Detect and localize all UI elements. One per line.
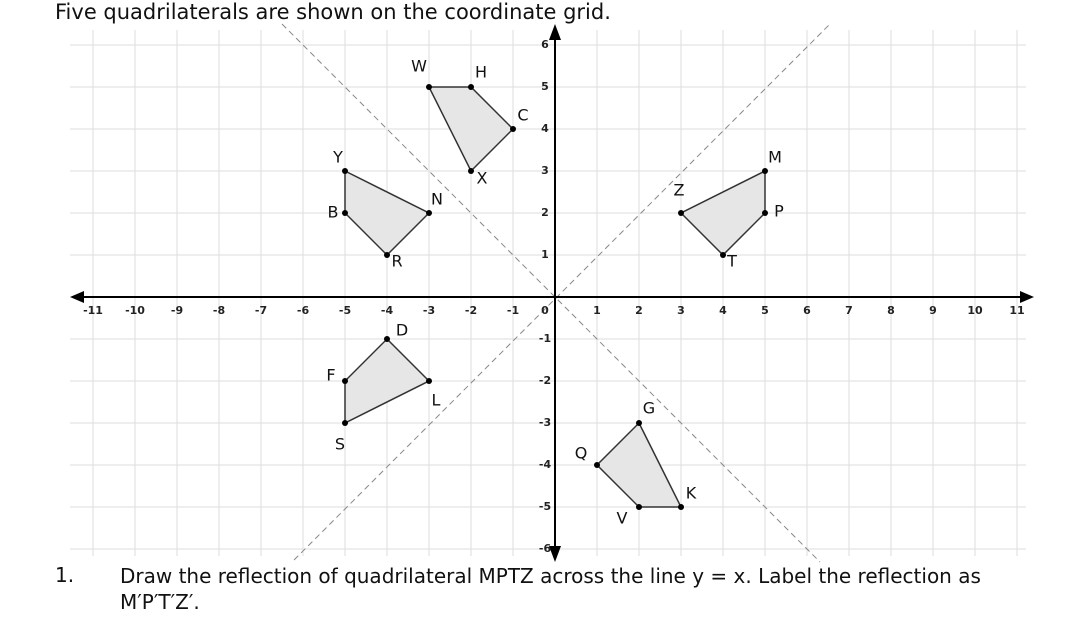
y-tick-label: -5 xyxy=(539,500,551,513)
vertex xyxy=(636,504,642,510)
vertex xyxy=(678,504,684,510)
vertex xyxy=(342,168,348,174)
x-tick-label: 6 xyxy=(803,304,811,317)
line-y-neg-x xyxy=(281,23,821,563)
x-tick-label: -10 xyxy=(125,304,145,317)
vertex xyxy=(384,336,390,342)
vertex xyxy=(594,462,600,468)
y-tick-label: 6 xyxy=(541,38,549,51)
x-tick-label: 3 xyxy=(677,304,685,317)
vertex xyxy=(678,210,684,216)
x-tick-label: 5 xyxy=(761,304,769,317)
arrow xyxy=(549,24,561,40)
title: Five quadrilaterals are shown on the coo… xyxy=(55,0,611,24)
vertex-label: M xyxy=(768,148,782,167)
vertex xyxy=(342,420,348,426)
vertex-label: Z xyxy=(674,181,685,200)
question-number: 1. xyxy=(55,563,75,587)
vertex-label: Y xyxy=(332,148,343,167)
vertex-label: H xyxy=(475,63,487,82)
arrow xyxy=(70,291,84,303)
vertex xyxy=(468,168,474,174)
x-tick-label: 11 xyxy=(1009,304,1024,317)
x-tick-label: -4 xyxy=(381,304,394,317)
vertex xyxy=(762,210,768,216)
vertex-label: W xyxy=(411,57,427,76)
vertex xyxy=(636,420,642,426)
vertex-label: S xyxy=(335,435,345,454)
y-tick-label: -1 xyxy=(539,332,551,345)
y-tick-label: 5 xyxy=(541,80,549,93)
vertex xyxy=(426,378,432,384)
vertex xyxy=(720,252,726,258)
vertex-label: Q xyxy=(575,444,588,463)
vertex-label: X xyxy=(477,169,488,188)
vertex-label: C xyxy=(517,106,528,125)
x-tick-label: -1 xyxy=(507,304,519,317)
y-tick-label: -6 xyxy=(539,542,552,555)
x-tick-label: 0 xyxy=(541,304,549,317)
vertex-label: B xyxy=(328,203,339,222)
y-tick-label: -2 xyxy=(539,374,551,387)
x-tick-label: -8 xyxy=(213,304,225,317)
x-tick-label: 8 xyxy=(887,304,895,317)
x-tick-label: -7 xyxy=(255,304,267,317)
x-tick-label: -2 xyxy=(465,304,477,317)
y-tick-label: -4 xyxy=(539,458,552,471)
vertex xyxy=(342,210,348,216)
y-tick-label: 2 xyxy=(541,206,549,219)
line-y-x xyxy=(293,23,831,561)
y-tick-label: 4 xyxy=(541,122,549,135)
vertex-label: R xyxy=(391,252,402,271)
vertex xyxy=(510,126,516,132)
vertex xyxy=(426,84,432,90)
vertex-label: V xyxy=(617,509,628,528)
x-tick-label: 4 xyxy=(719,304,727,317)
x-tick-label: -3 xyxy=(423,304,435,317)
vertex-label: L xyxy=(432,391,441,410)
x-tick-label: -5 xyxy=(339,304,351,317)
arrow xyxy=(1020,291,1034,303)
vertex-label: D xyxy=(396,321,408,340)
vertex xyxy=(426,210,432,216)
question-text: Draw the reflection of quadrilateral MPT… xyxy=(120,564,981,614)
vertex-label: N xyxy=(431,190,443,209)
x-tick-label: -9 xyxy=(171,304,183,317)
x-tick-label: -11 xyxy=(83,304,103,317)
x-tick-label: 9 xyxy=(929,304,937,317)
vertex xyxy=(468,84,474,90)
arrow xyxy=(549,546,561,562)
y-tick-label: -3 xyxy=(539,416,551,429)
vertex xyxy=(762,168,768,174)
x-tick-label: -6 xyxy=(297,304,310,317)
x-tick-label: 1 xyxy=(593,304,601,317)
y-tick-label: 1 xyxy=(541,248,549,261)
vertex xyxy=(342,378,348,384)
vertex-label: P xyxy=(774,202,784,221)
vertex-label: T xyxy=(726,252,737,271)
x-tick-label: 10 xyxy=(967,304,983,317)
x-tick-label: 7 xyxy=(845,304,853,317)
vertex xyxy=(384,252,390,258)
vertex-label: G xyxy=(643,399,655,418)
y-tick-label: 3 xyxy=(541,164,549,177)
vertex-label: K xyxy=(686,484,697,503)
vertex-label: F xyxy=(326,366,335,385)
x-tick-label: 2 xyxy=(635,304,643,317)
